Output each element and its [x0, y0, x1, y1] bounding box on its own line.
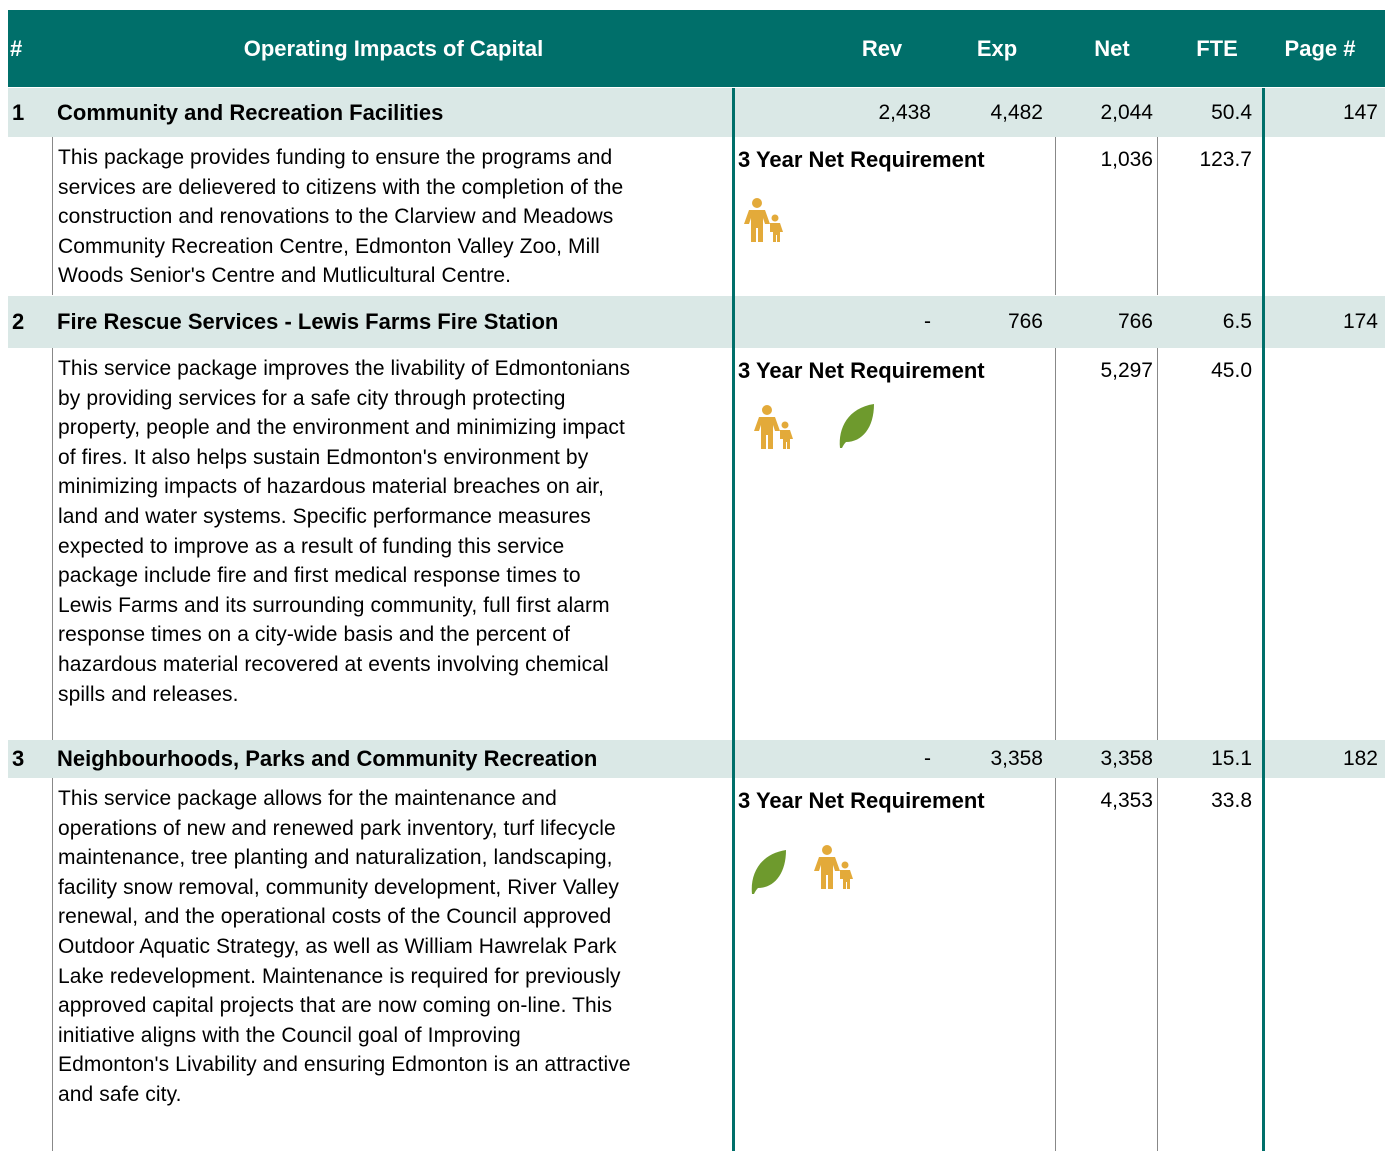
rev: -	[924, 310, 931, 333]
row-number: 3	[12, 746, 25, 771]
fte: 50.4	[1211, 101, 1252, 124]
row-title: Community and Recreation Facilities	[57, 100, 444, 125]
header-net: Net	[1094, 36, 1130, 61]
exp: 4,482	[990, 101, 1043, 124]
description-line: Lake redevelopment. Maintenance is requi…	[58, 964, 621, 988]
column-divider	[1262, 88, 1265, 1151]
description-line: operations of new and renewed park inven…	[58, 816, 616, 840]
rev: 2,438	[878, 101, 931, 124]
row-title: Neighbourhoods, Parks and Community Recr…	[57, 746, 598, 771]
description-line: Community Recreation Centre, Edmonton Va…	[58, 234, 600, 258]
fte: 6.5	[1222, 310, 1252, 333]
fte: 15.1	[1211, 747, 1252, 770]
requirement-label: 3 Year Net Requirement	[738, 147, 985, 172]
description-line: expected to improve as a result of fundi…	[58, 534, 565, 558]
title-row-bg	[8, 296, 1385, 348]
cell-border	[1055, 137, 1056, 295]
description-line: This service package improves the livabi…	[58, 357, 631, 380]
description-line: services are delievered to citizens with…	[58, 175, 624, 199]
description-line: Edmonton's Livability and ensuring Edmon…	[58, 1053, 631, 1077]
leaf-icon	[839, 404, 874, 448]
leaf-icon	[751, 850, 786, 894]
cell-border	[52, 137, 53, 295]
net: 2,044	[1100, 101, 1153, 124]
description-line: of fires. It also helps sustain Edmonton…	[58, 445, 589, 469]
header-fte: FTE	[1196, 36, 1238, 61]
page: 174	[1342, 310, 1378, 333]
requirement-fte: 45.0	[1211, 359, 1252, 382]
header-page: Page #	[1284, 36, 1356, 61]
row-number: 1	[12, 100, 25, 125]
header-number: #	[10, 36, 23, 61]
description-line: initiative aligns with the Council goal …	[58, 1023, 521, 1047]
header-exp: Exp	[976, 36, 1018, 61]
description-line: minimizing impacts of hazardous material…	[58, 475, 605, 499]
column-divider	[732, 88, 735, 1151]
net: 766	[1117, 310, 1153, 333]
family-icon	[814, 845, 853, 889]
header-bar	[8, 10, 1385, 87]
cell-border	[52, 778, 53, 1151]
requirement-label: 3 Year Net Requirement	[738, 788, 985, 813]
requirement-fte: 123.7	[1199, 148, 1252, 171]
description-line: renewal, and the operational costs of th…	[58, 905, 612, 929]
header-title: Operating Impacts of Capital	[243, 36, 544, 61]
description-line: response times on a city-wide basis and …	[58, 623, 571, 647]
description-line: approved capital projects that are now c…	[58, 994, 613, 1018]
description-line: hazardous material recovered at events i…	[58, 653, 609, 676]
cell-border	[1157, 137, 1158, 295]
cell-border	[1157, 348, 1158, 740]
cell-border	[52, 348, 53, 740]
title-row-bg	[8, 740, 1385, 778]
requirement-net: 1,036	[1100, 148, 1153, 171]
family-icon	[744, 198, 783, 242]
description-line: Outdoor Aquatic Strategy, as well as Wil…	[58, 935, 617, 958]
cell-border	[1157, 778, 1158, 1151]
description-line: property, people and the environment and…	[58, 416, 625, 440]
cell-border	[1055, 348, 1056, 740]
requirement-net: 5,297	[1100, 359, 1153, 382]
row-number: 2	[12, 309, 25, 334]
description-line: land and water systems. Specific perform…	[58, 505, 591, 528]
page: 147	[1342, 101, 1378, 124]
description-line: and safe city.	[58, 1083, 182, 1106]
description-line: by providing services for a safe city th…	[58, 386, 566, 410]
description-line: spills and releases.	[58, 682, 239, 706]
net: 3,358	[1100, 747, 1153, 770]
description-line: construction and renovations to the Clar…	[58, 205, 614, 229]
rev: -	[924, 747, 931, 770]
requirement-fte: 33.8	[1211, 789, 1252, 812]
page: 182	[1342, 747, 1378, 770]
description-line: This package provides funding to ensure …	[58, 146, 613, 169]
description-line: maintenance, tree planting and naturaliz…	[58, 846, 613, 870]
title-row-bg	[8, 88, 1385, 137]
description-line: Woods Senior's Centre and Mutlicultural …	[58, 264, 512, 288]
header-rev: Rev	[861, 36, 903, 61]
description-line: Lewis Farms and its surrounding communit…	[58, 593, 610, 617]
family-icon	[754, 405, 793, 449]
exp: 3,358	[990, 747, 1043, 770]
requirement-net: 4,353	[1100, 789, 1153, 812]
description-line: package include fire and first medical r…	[58, 564, 581, 588]
row-title: Fire Rescue Services - Lewis Farms Fire …	[57, 309, 559, 334]
requirement-label: 3 Year Net Requirement	[738, 358, 985, 383]
description-line: facility snow removal, community develop…	[58, 875, 619, 899]
exp: 766	[1007, 310, 1043, 333]
cell-border	[1055, 778, 1056, 1151]
description-line: This service package allows for the main…	[58, 787, 557, 810]
